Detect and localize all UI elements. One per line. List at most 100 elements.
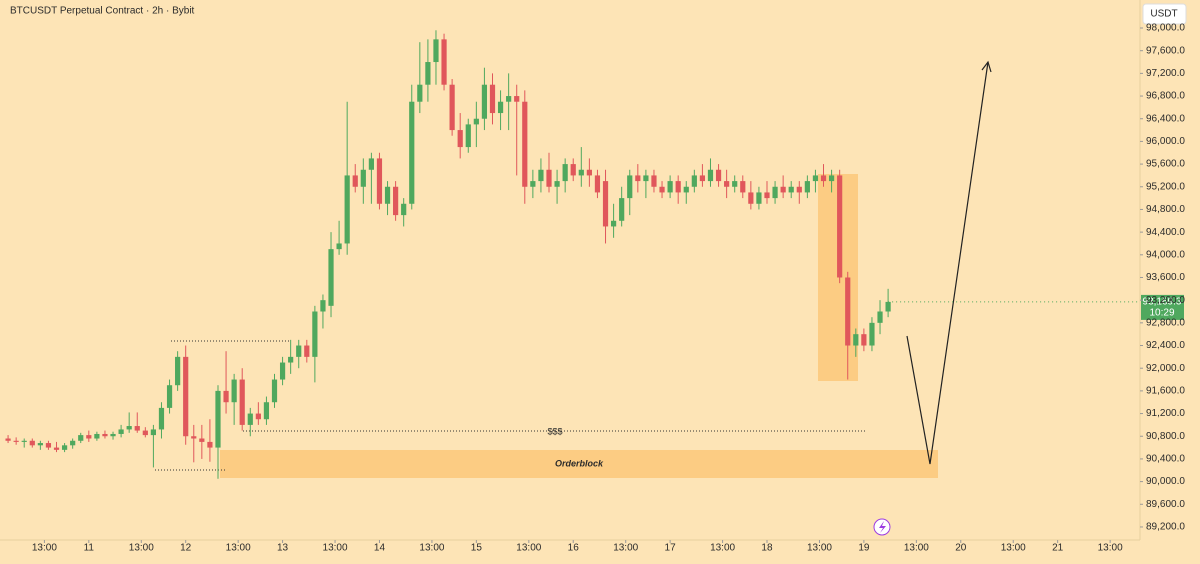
candle-body (538, 169, 544, 182)
candle-body (748, 192, 754, 204)
candle-body (126, 426, 132, 430)
candle-body (820, 175, 827, 182)
candle-body (53, 447, 60, 450)
candle-body (393, 186, 399, 216)
candle-body (788, 186, 794, 193)
candle-body (255, 413, 261, 420)
y-tick-label: 96,000.0 (1146, 136, 1185, 147)
candle-body (732, 181, 738, 187)
candle-body (522, 101, 528, 187)
candle-body (288, 356, 294, 363)
candle-body (869, 322, 875, 346)
candle-body (247, 413, 253, 425)
candle-body (683, 186, 689, 193)
x-tick-label: 12 (180, 543, 192, 554)
last-price-box (1141, 294, 1184, 320)
candle-body (150, 429, 156, 436)
y-tick-label: 93,600.0 (1146, 272, 1185, 283)
candle-body (142, 430, 148, 436)
candle-body (263, 402, 270, 420)
candle-body (78, 435, 84, 441)
plot-area: Orderblock $$$ (5, 30, 1140, 479)
candle-body (5, 438, 11, 441)
y-tick-label: 92,800.0 (1146, 317, 1185, 328)
x-tick-label: 13 (277, 543, 289, 554)
candle-body (304, 345, 310, 357)
candle-body (481, 84, 488, 119)
candle-body (61, 445, 68, 450)
liquidity-label: $$$ (547, 426, 562, 436)
candle-body (223, 390, 229, 403)
y-tick-label: 89,200.0 (1146, 522, 1185, 533)
candle-body (110, 433, 116, 437)
y-tick-label: 90,400.0 (1146, 454, 1185, 465)
candle-body (643, 175, 649, 182)
candle-body (70, 440, 76, 446)
x-tick-label: 19 (858, 543, 870, 554)
x-tick-label: 13:00 (323, 543, 348, 554)
candle-body (449, 84, 455, 131)
candle-body (352, 175, 358, 187)
y-tick-label: 91,600.0 (1146, 386, 1185, 397)
candle-body (231, 379, 237, 403)
y-tick-label: 97,600.0 (1146, 45, 1185, 56)
orderblock-label: Orderblock (555, 458, 604, 468)
x-tick-label: 14 (374, 543, 386, 554)
candle-body (29, 440, 35, 446)
x-tick-label: 17 (665, 543, 677, 554)
x-tick-label: 13:00 (419, 543, 444, 554)
y-tick-label: 92,000.0 (1146, 363, 1185, 374)
chart-title: BTCUSDT Perpetual Contract · 2h · Bybit (10, 6, 195, 17)
x-tick-label: 20 (955, 543, 967, 554)
x-tick-label: 13:00 (904, 543, 929, 554)
currency-button[interactable] (1142, 3, 1187, 25)
orderblock-zone (220, 450, 938, 478)
candle-body (837, 175, 843, 278)
candle-body (497, 101, 504, 114)
candle-body (530, 181, 536, 187)
candle-body (715, 169, 722, 182)
candle-body (279, 362, 286, 380)
x-tick-label: 13:00 (32, 543, 57, 554)
candle-body (296, 345, 302, 357)
candle-body (465, 124, 471, 148)
candle-body (37, 443, 43, 446)
candle-body (586, 169, 592, 176)
candle-body (312, 311, 318, 357)
y-tick-label: 94,400.0 (1146, 227, 1185, 238)
candle-body (764, 192, 770, 199)
y-tick-label: 92,400.0 (1146, 340, 1185, 351)
x-tick-label: 15 (471, 543, 483, 554)
candle-body (166, 385, 173, 408)
candle-body (602, 181, 609, 227)
x-tick-label: 13:00 (1098, 543, 1123, 554)
candle-body (94, 433, 100, 439)
candle-body (594, 175, 601, 193)
candle-body (780, 186, 786, 193)
candle-body (691, 175, 697, 187)
candle-body (812, 175, 819, 182)
events-icon-bolt (879, 521, 886, 533)
candle-body (562, 164, 568, 182)
candle-body (401, 203, 407, 216)
y-tick-label: 95,200.0 (1146, 181, 1185, 192)
candle-body (877, 311, 883, 323)
x-tick-label: 13:00 (807, 543, 832, 554)
y-tick-label: 93,200.0 (1146, 295, 1185, 306)
projection-path (906, 61, 989, 465)
candle-body (570, 164, 576, 176)
x-tick-label: 21 (1052, 543, 1064, 554)
y-tick-label: 98,000.0 (1146, 23, 1185, 34)
candle-body (368, 158, 374, 170)
x-tick-label: 13:00 (516, 543, 541, 554)
candle-body (175, 356, 181, 386)
candle-body (885, 301, 891, 312)
candle-body (86, 435, 92, 439)
candle-body (328, 249, 334, 306)
candle-body (183, 356, 189, 437)
candle-body (619, 198, 625, 221)
candle-body (667, 181, 673, 193)
